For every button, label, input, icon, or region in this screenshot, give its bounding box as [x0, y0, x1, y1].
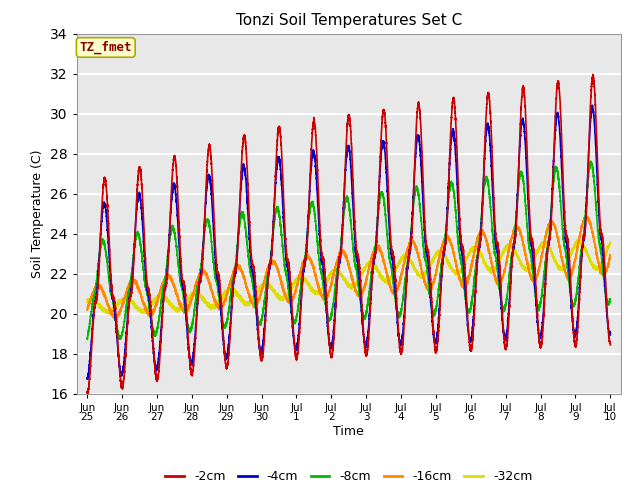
Text: TZ_fmet: TZ_fmet [79, 41, 132, 54]
-2cm [83, 389, 91, 395]
-8cm [83, 335, 91, 341]
Legend: -2cm, -4cm, -8cm, -16cm, -32cm: -2cm, -4cm, -8cm, -16cm, -32cm [160, 465, 538, 480]
-32cm [106, 311, 113, 317]
-8cm [83, 336, 91, 342]
-2cm [261, 324, 269, 330]
-4cm [589, 102, 596, 108]
-32cm [607, 240, 614, 246]
-4cm [466, 336, 474, 342]
Y-axis label: Soil Temperature (C): Soil Temperature (C) [31, 149, 44, 278]
-16cm [584, 215, 592, 220]
Line: -32cm: -32cm [87, 240, 611, 314]
-4cm [83, 376, 91, 382]
-2cm [466, 343, 474, 348]
-32cm [83, 297, 91, 302]
-4cm [331, 312, 339, 318]
-16cm [83, 307, 91, 313]
-2cm [578, 249, 586, 254]
X-axis label: Time: Time [333, 425, 364, 438]
-8cm [331, 287, 339, 292]
-4cm [578, 251, 586, 256]
-4cm [261, 317, 269, 323]
-4cm [584, 159, 592, 165]
-4cm [481, 159, 488, 165]
-8cm [578, 245, 586, 251]
-16cm [111, 317, 119, 323]
-32cm [584, 254, 592, 260]
-2cm [331, 317, 339, 323]
-32cm [261, 282, 269, 288]
-16cm [578, 223, 586, 229]
-16cm [582, 213, 590, 218]
-32cm [577, 237, 585, 242]
-16cm [261, 274, 269, 279]
-16cm [607, 253, 614, 259]
-4cm [607, 329, 614, 335]
Line: -2cm: -2cm [87, 74, 611, 394]
-8cm [587, 158, 595, 164]
Line: -8cm: -8cm [87, 161, 611, 339]
Title: Tonzi Soil Temperatures Set C: Tonzi Soil Temperatures Set C [236, 13, 462, 28]
-32cm [331, 268, 339, 274]
-2cm [589, 72, 597, 77]
-8cm [261, 293, 269, 299]
-32cm [481, 259, 488, 264]
-16cm [466, 271, 474, 277]
Line: -16cm: -16cm [87, 216, 611, 320]
-8cm [584, 174, 592, 180]
-2cm [584, 157, 592, 163]
-16cm [481, 231, 488, 237]
-32cm [578, 239, 586, 244]
-2cm [481, 155, 488, 161]
-16cm [331, 266, 339, 272]
-8cm [481, 180, 488, 186]
Line: -4cm: -4cm [87, 105, 611, 379]
-2cm [607, 342, 614, 348]
-2cm [84, 391, 92, 397]
-8cm [607, 296, 614, 302]
-8cm [466, 308, 474, 314]
-32cm [466, 249, 474, 254]
